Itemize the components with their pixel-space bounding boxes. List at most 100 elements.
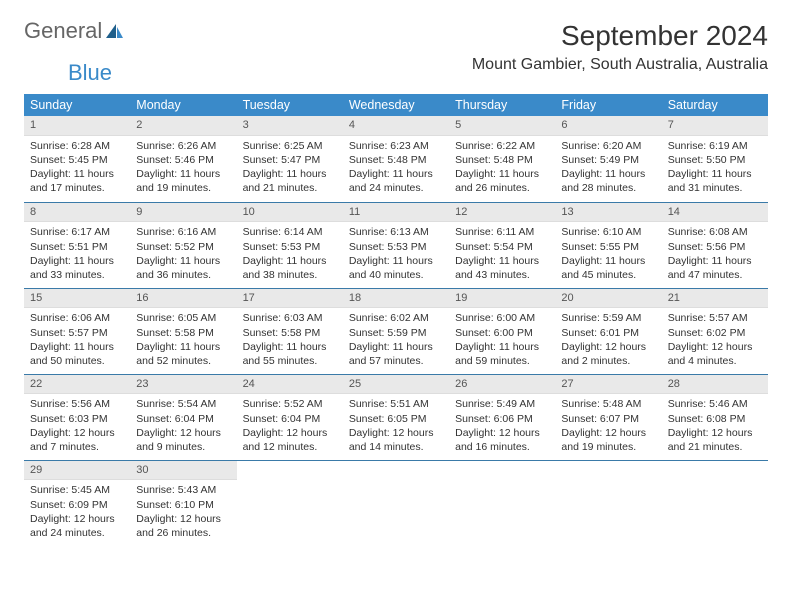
daylight-text: and 52 minutes.	[136, 354, 230, 368]
daylight-text: and 16 minutes.	[455, 440, 549, 454]
daylight-text: and 9 minutes.	[136, 440, 230, 454]
daylight-text: and 14 minutes.	[349, 440, 443, 454]
calendar-cell: 29Sunrise: 5:45 AMSunset: 6:09 PMDayligh…	[24, 460, 130, 546]
sunrise-text: Sunrise: 5:51 AM	[349, 397, 443, 411]
calendar-cell: 10Sunrise: 6:14 AMSunset: 5:53 PMDayligh…	[237, 202, 343, 288]
sunrise-text: Sunrise: 6:08 AM	[668, 225, 762, 239]
day-number: 19	[449, 289, 555, 309]
sail-icon	[104, 22, 124, 40]
daylight-text: Daylight: 11 hours	[30, 254, 124, 268]
sunset-text: Sunset: 5:52 PM	[136, 240, 230, 254]
sunset-text: Sunset: 5:48 PM	[349, 153, 443, 167]
sunrise-text: Sunrise: 6:26 AM	[136, 139, 230, 153]
day-body: Sunrise: 6:26 AMSunset: 5:46 PMDaylight:…	[130, 136, 236, 200]
day-body: Sunrise: 6:08 AMSunset: 5:56 PMDaylight:…	[662, 222, 768, 286]
day-body: Sunrise: 6:19 AMSunset: 5:50 PMDaylight:…	[662, 136, 768, 200]
sunset-text: Sunset: 5:58 PM	[243, 326, 337, 340]
daylight-text: Daylight: 11 hours	[455, 254, 549, 268]
dayname-wed: Wednesday	[343, 94, 449, 116]
day-body: Sunrise: 6:03 AMSunset: 5:58 PMDaylight:…	[237, 308, 343, 372]
calendar-row: 15Sunrise: 6:06 AMSunset: 5:57 PMDayligh…	[24, 288, 768, 374]
daylight-text: Daylight: 11 hours	[136, 340, 230, 354]
daylight-text: and 21 minutes.	[243, 181, 337, 195]
sunset-text: Sunset: 6:06 PM	[455, 412, 549, 426]
daylight-text: Daylight: 12 hours	[136, 426, 230, 440]
day-body: Sunrise: 5:54 AMSunset: 6:04 PMDaylight:…	[130, 394, 236, 458]
sunset-text: Sunset: 5:47 PM	[243, 153, 337, 167]
calendar-row: 1Sunrise: 6:28 AMSunset: 5:45 PMDaylight…	[24, 116, 768, 202]
daylight-text: Daylight: 11 hours	[455, 340, 549, 354]
day-number: 14	[662, 203, 768, 223]
day-body: Sunrise: 6:14 AMSunset: 5:53 PMDaylight:…	[237, 222, 343, 286]
daylight-text: and 50 minutes.	[30, 354, 124, 368]
calendar-cell: 9Sunrise: 6:16 AMSunset: 5:52 PMDaylight…	[130, 202, 236, 288]
daylight-text: Daylight: 11 hours	[243, 340, 337, 354]
daylight-text: and 45 minutes.	[561, 268, 655, 282]
calendar-cell: 27Sunrise: 5:48 AMSunset: 6:07 PMDayligh…	[555, 374, 661, 460]
calendar-cell: 22Sunrise: 5:56 AMSunset: 6:03 PMDayligh…	[24, 374, 130, 460]
day-number: 11	[343, 203, 449, 223]
calendar-row: 8Sunrise: 6:17 AMSunset: 5:51 PMDaylight…	[24, 202, 768, 288]
calendar-cell: 18Sunrise: 6:02 AMSunset: 5:59 PMDayligh…	[343, 288, 449, 374]
sunrise-text: Sunrise: 6:10 AM	[561, 225, 655, 239]
sunset-text: Sunset: 5:57 PM	[30, 326, 124, 340]
day-body: Sunrise: 6:11 AMSunset: 5:54 PMDaylight:…	[449, 222, 555, 286]
daylight-text: and 26 minutes.	[455, 181, 549, 195]
sunset-text: Sunset: 5:58 PM	[136, 326, 230, 340]
day-number: 27	[555, 375, 661, 395]
day-number: 16	[130, 289, 236, 309]
sunset-text: Sunset: 5:54 PM	[455, 240, 549, 254]
day-number: 9	[130, 203, 236, 223]
day-body: Sunrise: 5:59 AMSunset: 6:01 PMDaylight:…	[555, 308, 661, 372]
daylight-text: Daylight: 11 hours	[561, 254, 655, 268]
day-number: 23	[130, 375, 236, 395]
calendar-cell: 14Sunrise: 6:08 AMSunset: 5:56 PMDayligh…	[662, 202, 768, 288]
calendar-table: Sunday Monday Tuesday Wednesday Thursday…	[24, 94, 768, 546]
sunrise-text: Sunrise: 6:25 AM	[243, 139, 337, 153]
sunset-text: Sunset: 5:48 PM	[455, 153, 549, 167]
daylight-text: Daylight: 12 hours	[455, 426, 549, 440]
daylight-text: and 24 minutes.	[349, 181, 443, 195]
daylight-text: Daylight: 11 hours	[136, 254, 230, 268]
day-body: Sunrise: 5:57 AMSunset: 6:02 PMDaylight:…	[662, 308, 768, 372]
sunset-text: Sunset: 5:50 PM	[668, 153, 762, 167]
calendar-cell: 19Sunrise: 6:00 AMSunset: 6:00 PMDayligh…	[449, 288, 555, 374]
brand-logo: General	[24, 20, 124, 42]
day-body: Sunrise: 5:56 AMSunset: 6:03 PMDaylight:…	[24, 394, 130, 458]
sunrise-text: Sunrise: 5:46 AM	[668, 397, 762, 411]
daylight-text: and 47 minutes.	[668, 268, 762, 282]
calendar-cell: 3Sunrise: 6:25 AMSunset: 5:47 PMDaylight…	[237, 116, 343, 202]
calendar-cell: 15Sunrise: 6:06 AMSunset: 5:57 PMDayligh…	[24, 288, 130, 374]
calendar-cell: 5Sunrise: 6:22 AMSunset: 5:48 PMDaylight…	[449, 116, 555, 202]
sunrise-text: Sunrise: 5:52 AM	[243, 397, 337, 411]
calendar-cell	[343, 460, 449, 546]
day-body: Sunrise: 6:13 AMSunset: 5:53 PMDaylight:…	[343, 222, 449, 286]
sunset-text: Sunset: 5:51 PM	[30, 240, 124, 254]
calendar-cell	[449, 460, 555, 546]
day-number: 29	[24, 461, 130, 481]
sunrise-text: Sunrise: 5:57 AM	[668, 311, 762, 325]
sunrise-text: Sunrise: 6:19 AM	[668, 139, 762, 153]
day-number: 15	[24, 289, 130, 309]
daylight-text: Daylight: 11 hours	[136, 167, 230, 181]
sunset-text: Sunset: 6:03 PM	[30, 412, 124, 426]
daylight-text: Daylight: 11 hours	[668, 167, 762, 181]
calendar-cell: 20Sunrise: 5:59 AMSunset: 6:01 PMDayligh…	[555, 288, 661, 374]
daylight-text: and 17 minutes.	[30, 181, 124, 195]
day-body: Sunrise: 6:06 AMSunset: 5:57 PMDaylight:…	[24, 308, 130, 372]
day-number: 22	[24, 375, 130, 395]
dayname-mon: Monday	[130, 94, 236, 116]
sunset-text: Sunset: 6:00 PM	[455, 326, 549, 340]
day-number: 20	[555, 289, 661, 309]
sunrise-text: Sunrise: 6:03 AM	[243, 311, 337, 325]
day-number: 18	[343, 289, 449, 309]
day-body: Sunrise: 5:51 AMSunset: 6:05 PMDaylight:…	[343, 394, 449, 458]
daylight-text: and 33 minutes.	[30, 268, 124, 282]
daylight-text: Daylight: 11 hours	[561, 167, 655, 181]
daylight-text: Daylight: 12 hours	[136, 512, 230, 526]
day-number: 12	[449, 203, 555, 223]
sunrise-text: Sunrise: 6:28 AM	[30, 139, 124, 153]
sunset-text: Sunset: 6:01 PM	[561, 326, 655, 340]
calendar-cell: 11Sunrise: 6:13 AMSunset: 5:53 PMDayligh…	[343, 202, 449, 288]
day-number: 1	[24, 116, 130, 136]
